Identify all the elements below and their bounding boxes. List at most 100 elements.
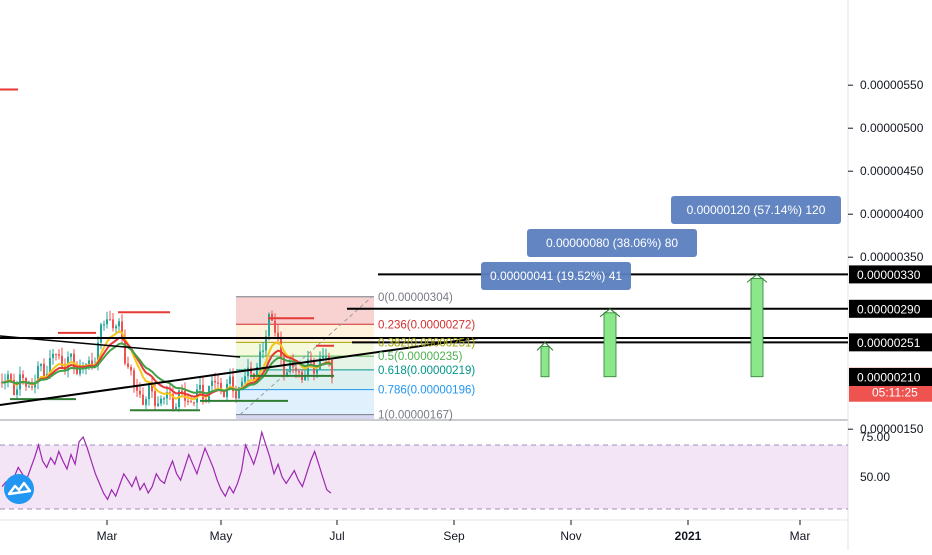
candle-body xyxy=(148,384,150,400)
fib-zone[interactable] xyxy=(236,389,374,415)
price-axis[interactable]: 0.00000550 0.00000500 0.00000450 0.00000400… xyxy=(848,78,932,436)
candle-body xyxy=(325,356,327,358)
candle-body xyxy=(238,387,240,399)
candle-body xyxy=(277,332,279,339)
candle-body xyxy=(259,351,261,367)
candle-body xyxy=(37,365,39,383)
price-level-badge[interactable] xyxy=(849,333,932,352)
price-level-badge[interactable] xyxy=(849,265,932,284)
price-tick-label: 0.00000150 xyxy=(860,422,924,436)
candle-body xyxy=(58,354,60,356)
candle-body xyxy=(88,360,90,365)
candle-body xyxy=(220,382,222,391)
fib-trend-line[interactable] xyxy=(239,296,373,415)
candle-body xyxy=(319,357,321,370)
candle-body xyxy=(190,401,192,403)
candle-body xyxy=(166,392,168,399)
time-axis[interactable]: Mar May Jul Sep Nov 2021 Mar xyxy=(97,520,811,543)
candle-body xyxy=(136,385,138,391)
tradingview-logo-icon[interactable] xyxy=(4,474,34,504)
target-label-box[interactable] xyxy=(481,262,631,290)
target-arrow-shaft[interactable] xyxy=(603,312,617,378)
candle-body xyxy=(151,384,153,392)
descending-trendline[interactable] xyxy=(0,335,241,358)
rsi-tick-label: 75.00 xyxy=(860,430,890,444)
candle-body xyxy=(112,319,114,329)
target-arrow-head[interactable] xyxy=(536,341,554,351)
fib-level-label: 0.5(0.00000235) xyxy=(378,351,463,363)
candle-body xyxy=(265,336,267,351)
candle-body xyxy=(118,321,120,327)
target-label-box[interactable] xyxy=(671,196,841,224)
candle-body xyxy=(16,389,18,395)
price-level-label: 0.00000330 xyxy=(857,268,921,282)
price-level-badge[interactable] xyxy=(849,368,932,386)
price-tick-label: 0.00000350 xyxy=(860,250,924,264)
target-arrow-head[interactable] xyxy=(746,273,768,283)
candle-body xyxy=(223,390,225,397)
candle-body xyxy=(289,362,291,372)
candle-body xyxy=(331,359,333,379)
price-tick-label: 0.00000400 xyxy=(860,207,924,221)
ascending-trendline[interactable] xyxy=(0,337,479,406)
candle-body xyxy=(160,398,162,404)
candle-body xyxy=(283,357,285,376)
fib-extension-zone[interactable] xyxy=(236,414,374,419)
candle-body xyxy=(124,337,126,364)
ema-yellow-line xyxy=(1,330,333,401)
candle-body xyxy=(109,319,111,321)
ema-red-line xyxy=(1,336,333,398)
candle-body xyxy=(286,371,288,376)
candle-body xyxy=(76,369,78,374)
time-tick-label: Nov xyxy=(560,529,581,543)
fib-zone[interactable] xyxy=(236,342,374,357)
candle-body xyxy=(145,399,147,405)
candle-body xyxy=(211,380,213,386)
price-level-badge[interactable] xyxy=(849,299,932,318)
fib-zone[interactable] xyxy=(236,296,374,325)
candle-body xyxy=(154,391,156,406)
candle-body xyxy=(214,380,216,383)
candle-body xyxy=(28,386,30,388)
candle-body xyxy=(133,370,135,386)
fib-level-label: 0.382(0.00000251) xyxy=(378,337,475,349)
candle-body xyxy=(70,353,72,357)
candle-body xyxy=(256,366,258,382)
rsi-band-fill xyxy=(0,445,848,509)
candle-body xyxy=(115,326,117,329)
candle-body xyxy=(139,390,141,395)
candle-body xyxy=(13,379,15,395)
candle-body xyxy=(106,319,108,325)
rsi-line xyxy=(1,429,332,501)
candle-body xyxy=(127,363,129,368)
candle-body xyxy=(253,373,255,382)
candle-body xyxy=(34,382,36,388)
price-tick-label: 0.00000550 xyxy=(860,78,924,92)
price-level-label: 0.00000251 xyxy=(857,336,921,350)
target-arrow-shaft[interactable] xyxy=(540,345,550,378)
candle-body xyxy=(292,362,294,368)
candle-body xyxy=(97,342,99,366)
candle-body xyxy=(298,371,300,373)
target-arrow-head[interactable] xyxy=(599,308,621,318)
candle-body xyxy=(163,398,165,400)
fib-level-label: 0.236(0.00000272) xyxy=(378,319,475,331)
target-arrows[interactable]: 0.00000041 (19.52%) 41 0.00000080 (38.06%… xyxy=(481,196,841,378)
target-label-box[interactable] xyxy=(527,229,697,257)
candle-body xyxy=(247,367,249,377)
candle-body xyxy=(175,407,177,409)
candle-body xyxy=(79,367,81,374)
candle-body xyxy=(232,376,234,392)
candle-body xyxy=(7,374,9,382)
candle-body xyxy=(55,353,57,356)
target-label: 0.00000041 (19.52%) 41 xyxy=(490,269,622,283)
target-arrow-shaft[interactable] xyxy=(750,277,764,378)
fib-zone[interactable] xyxy=(236,324,374,343)
candle-body xyxy=(310,359,312,362)
candle-body xyxy=(73,353,75,370)
time-tick-label: Mar xyxy=(790,529,811,543)
price-level-label: 0.00000210 xyxy=(857,371,921,385)
price-level-label: 0.00000290 xyxy=(857,302,921,316)
